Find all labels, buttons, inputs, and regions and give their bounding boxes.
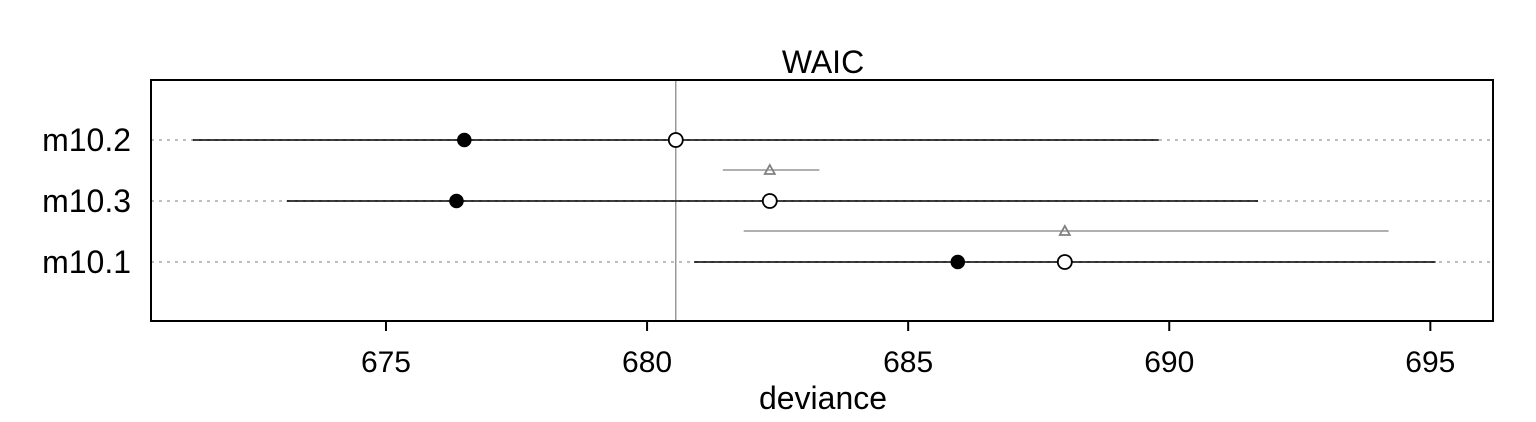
waic-point-m10.1	[1056, 254, 1073, 270]
x-tick-label: 685	[883, 346, 933, 379]
x-tick-label: 690	[1144, 346, 1194, 379]
y-label-m10.1: m10.1	[42, 244, 131, 280]
waic-point-m10.3	[761, 193, 778, 209]
in-sample-point-m10.3	[449, 193, 464, 209]
model-intervals	[192, 132, 1436, 270]
in-sample-point-m10.1	[950, 254, 966, 270]
chart-title: WAIC	[782, 44, 864, 80]
x-tick-label: 675	[361, 346, 411, 379]
y-tick-labels: m10.2 m10.3 m10.1	[42, 122, 131, 280]
difference-intervals	[722, 163, 1389, 236]
x-axis-label: deviance	[759, 380, 887, 416]
plot-frame	[150, 79, 1494, 322]
x-tick-label: 695	[1405, 346, 1455, 379]
in-sample-point-m10.2	[457, 132, 472, 148]
waic-point-m10.2	[667, 132, 684, 148]
x-tick-label: 680	[622, 346, 672, 379]
difference-triangle	[1058, 224, 1072, 236]
y-label-m10.2: m10.2	[42, 122, 131, 158]
y-label-m10.3: m10.3	[42, 183, 131, 219]
difference-triangle	[763, 163, 777, 175]
x-axis-ticks: 675 680 685 690 695	[361, 321, 1455, 379]
